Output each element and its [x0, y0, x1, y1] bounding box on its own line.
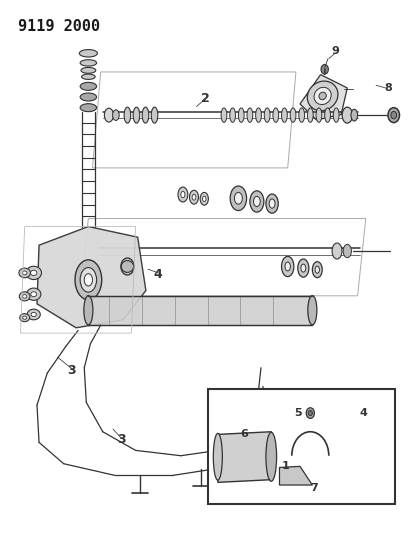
Text: 8: 8 [385, 83, 392, 93]
Ellipse shape [285, 262, 291, 271]
Text: 3: 3 [68, 364, 76, 377]
Ellipse shape [332, 243, 342, 259]
Ellipse shape [256, 108, 261, 122]
Ellipse shape [81, 74, 95, 79]
Ellipse shape [333, 108, 339, 122]
Ellipse shape [22, 271, 27, 275]
Ellipse shape [307, 81, 338, 111]
Ellipse shape [343, 244, 351, 258]
Ellipse shape [181, 191, 185, 198]
Ellipse shape [221, 108, 227, 122]
Ellipse shape [200, 192, 208, 205]
Ellipse shape [351, 109, 358, 121]
Circle shape [321, 64, 328, 74]
Ellipse shape [250, 191, 264, 212]
Ellipse shape [80, 268, 97, 292]
Ellipse shape [254, 196, 260, 207]
Ellipse shape [20, 313, 30, 321]
Polygon shape [300, 75, 347, 120]
Ellipse shape [124, 107, 131, 123]
Bar [208, 389, 395, 504]
Ellipse shape [342, 107, 352, 123]
Ellipse shape [30, 270, 37, 276]
Ellipse shape [307, 108, 313, 122]
Ellipse shape [308, 295, 317, 325]
Ellipse shape [189, 190, 199, 204]
Polygon shape [88, 296, 312, 325]
Ellipse shape [19, 268, 30, 278]
Ellipse shape [27, 309, 40, 320]
Circle shape [388, 108, 399, 123]
Ellipse shape [178, 187, 188, 202]
Ellipse shape [31, 312, 36, 317]
Ellipse shape [316, 108, 322, 122]
Ellipse shape [19, 292, 30, 301]
Ellipse shape [26, 288, 41, 301]
Ellipse shape [84, 295, 93, 325]
Ellipse shape [325, 108, 330, 122]
Circle shape [121, 258, 134, 275]
Text: 4: 4 [154, 268, 163, 281]
Ellipse shape [230, 186, 247, 211]
Ellipse shape [203, 196, 206, 201]
Ellipse shape [247, 108, 253, 122]
Ellipse shape [298, 259, 309, 277]
Text: 5: 5 [294, 408, 302, 418]
Ellipse shape [213, 433, 222, 480]
Ellipse shape [84, 274, 92, 286]
Text: 2: 2 [201, 92, 210, 105]
Text: 1: 1 [282, 462, 289, 471]
Polygon shape [218, 432, 271, 482]
Text: 9119 2000: 9119 2000 [18, 19, 101, 34]
Ellipse shape [75, 260, 102, 300]
Ellipse shape [315, 266, 319, 273]
Text: 7: 7 [311, 483, 318, 492]
Ellipse shape [282, 256, 294, 277]
Ellipse shape [269, 199, 275, 208]
Ellipse shape [273, 108, 279, 122]
Ellipse shape [80, 93, 97, 101]
Ellipse shape [319, 92, 326, 100]
Text: 4: 4 [360, 408, 368, 418]
Ellipse shape [80, 82, 97, 90]
Ellipse shape [151, 107, 158, 123]
Ellipse shape [113, 110, 119, 120]
Ellipse shape [290, 108, 296, 122]
Circle shape [308, 410, 312, 416]
Ellipse shape [266, 194, 278, 213]
Ellipse shape [104, 108, 113, 122]
Ellipse shape [26, 266, 42, 279]
Text: 9: 9 [331, 46, 339, 55]
Ellipse shape [264, 108, 270, 122]
Ellipse shape [79, 50, 97, 57]
Ellipse shape [142, 107, 149, 123]
Ellipse shape [314, 87, 331, 104]
Polygon shape [279, 466, 312, 485]
Ellipse shape [81, 67, 96, 74]
Text: 3: 3 [117, 433, 125, 446]
Circle shape [306, 408, 314, 418]
Ellipse shape [31, 292, 37, 297]
Ellipse shape [192, 195, 196, 200]
Circle shape [391, 111, 397, 119]
Ellipse shape [80, 60, 97, 66]
Ellipse shape [301, 264, 306, 272]
Ellipse shape [23, 295, 27, 298]
Ellipse shape [238, 108, 244, 122]
Text: 6: 6 [240, 430, 249, 439]
Ellipse shape [312, 262, 322, 278]
Ellipse shape [23, 316, 27, 319]
Ellipse shape [282, 108, 287, 122]
Ellipse shape [133, 107, 140, 123]
Ellipse shape [299, 108, 305, 122]
Polygon shape [37, 227, 146, 328]
Ellipse shape [234, 192, 242, 204]
Ellipse shape [266, 432, 277, 481]
Ellipse shape [80, 104, 97, 112]
Ellipse shape [230, 108, 236, 122]
